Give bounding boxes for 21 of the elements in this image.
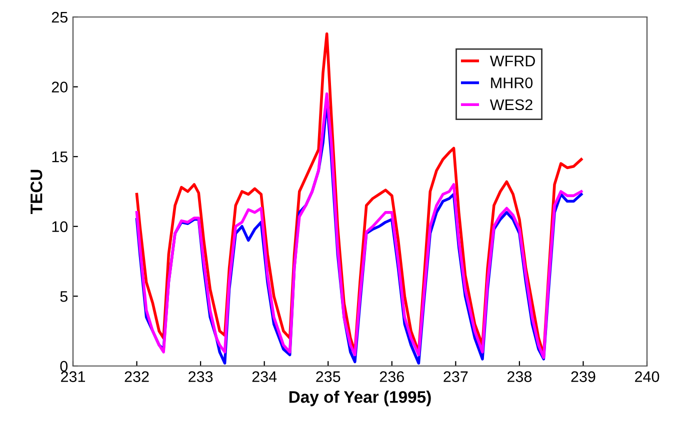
x-axis-title: Day of Year (1995) xyxy=(289,390,431,406)
x-tick-label: 239 xyxy=(571,371,596,382)
x-tick-label: 234 xyxy=(252,371,277,382)
x-tick-label: 238 xyxy=(507,371,532,382)
legend-label: WFRD xyxy=(490,56,535,66)
y-tick-label: 5 xyxy=(60,291,68,302)
x-tick-label: 232 xyxy=(124,371,149,382)
x-tick-label: 235 xyxy=(316,371,340,382)
y-tick-label: 10 xyxy=(52,221,68,232)
legend-label: MHR0 xyxy=(491,77,533,88)
x-tick-label: 231 xyxy=(61,371,85,382)
y-axis-title: TECU xyxy=(30,170,42,214)
y-tick-label: 0 xyxy=(60,360,68,372)
x-tick-label: 237 xyxy=(444,371,468,382)
y-tick-label: 20 xyxy=(52,82,68,92)
y-tick-label: 15 xyxy=(52,152,68,162)
y-tick-label: 25 xyxy=(52,12,68,23)
x-tick-label: 233 xyxy=(188,371,213,382)
legend-label: WES2 xyxy=(490,99,532,110)
x-tick-label: 240 xyxy=(635,371,660,382)
x-tick-label: 236 xyxy=(380,371,404,382)
